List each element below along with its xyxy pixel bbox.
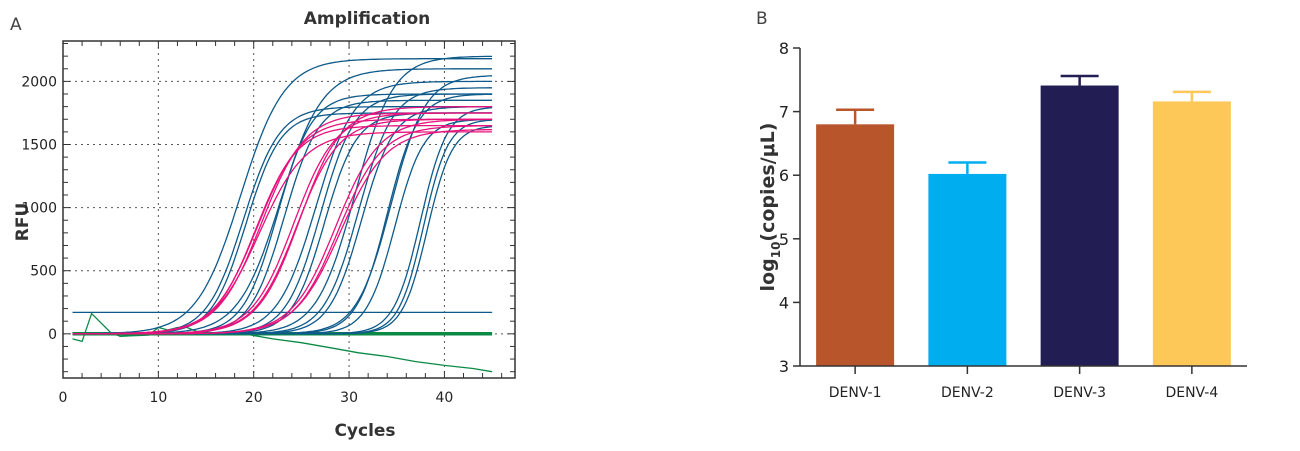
blue-amplification-curve (72, 99, 493, 335)
bar-denv-4 (1152, 101, 1231, 366)
x-category-label: DENV-3 (1053, 385, 1106, 401)
pink-amplification-curve (72, 118, 493, 335)
amplification-chart: Amplification Cycles RFU 0 10 20 30 40 0 500 10… (13, 9, 516, 441)
pink-amplification-curve (72, 125, 493, 335)
y-tick-label: 6 (779, 166, 789, 185)
y-tick-label: 7 (779, 103, 789, 122)
y-tick-label: 4 (779, 293, 789, 312)
blue-amplification-curve (72, 118, 493, 335)
pink-amplification-curve (72, 118, 493, 335)
x-category-label: DENV-1 (829, 385, 882, 401)
blue-amplification-curve (72, 126, 493, 335)
ntc-drift-curve (72, 312, 493, 373)
y-tick-label: 0 (48, 327, 57, 343)
pink-amplification-curve (72, 131, 493, 335)
x-category-label: DENV-4 (1165, 385, 1218, 401)
plot-frame (62, 40, 516, 379)
x-tick-label: 10 (149, 390, 167, 406)
y-tick-label: 2000 (21, 74, 57, 90)
blue-amplification-curve (72, 58, 493, 335)
y-tick-label: 8 (779, 39, 789, 58)
bar-denv-3 (1040, 85, 1119, 367)
pink-amplification-curve (72, 128, 493, 335)
bar-denv-1 (816, 124, 895, 366)
x-tick-label: 40 (436, 390, 454, 406)
y-tick-label: 3 (779, 357, 789, 376)
blue-amplification-curve (72, 119, 493, 335)
pink-amplification-curve (72, 124, 493, 335)
chart-a-xlabel: Cycles (334, 421, 395, 441)
chart-a-ylabel: RFU (13, 203, 33, 242)
x-tick-label: 0 (59, 390, 68, 406)
panel-label-b: B (756, 9, 768, 29)
x-tick-label: 30 (340, 390, 358, 406)
y-tick-label: 1000 (21, 201, 57, 217)
y-tick-label: 500 (30, 264, 57, 280)
y-tick-label: 1500 (21, 137, 57, 153)
x-tick-label: 20 (245, 390, 263, 406)
y-tick-label: 5 (779, 230, 789, 249)
x-category-label: DENV-2 (941, 385, 994, 401)
chart-a-title: Amplification (304, 9, 431, 29)
panel-label-a: A (10, 15, 22, 35)
quantification-bar-chart: log10(copies/μL) DENV-1 DENV-2 DENV-3 DENV-… (757, 39, 1247, 401)
chart-b-ylabel: log10(copies/μL) (757, 123, 783, 292)
bar-denv-2 (928, 173, 1007, 366)
pink-amplification-curve (72, 118, 493, 335)
